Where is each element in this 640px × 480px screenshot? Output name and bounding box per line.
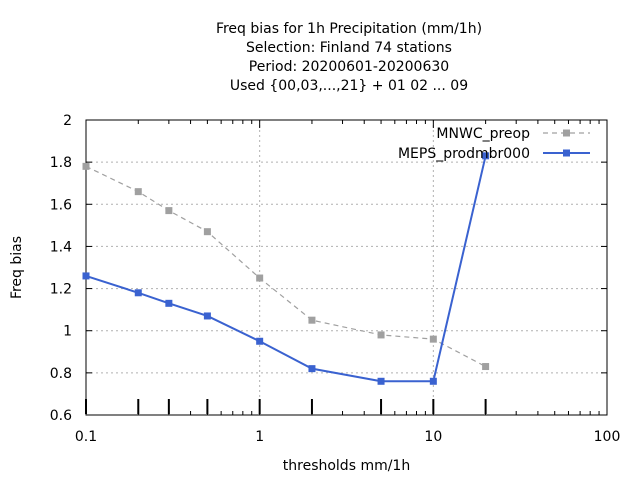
y-axis-ticks: 0.6 0.8 1 1.2 1.4 1.6 1.8 2	[50, 113, 607, 424]
y-tick-label: 2	[63, 113, 72, 129]
y-axis-label: Freq bias	[9, 236, 25, 299]
legend: MNWC_preop MEPS_prodmbr000	[398, 126, 590, 162]
y-tick-label: 0.6	[50, 408, 72, 424]
data-point-MNWC_preop	[82, 162, 90, 170]
legend-marker	[563, 129, 570, 137]
x-axis-ticks: 0.1 1 10 100	[75, 120, 621, 445]
title-line: Freq bias for 1h Precipitation (mm/1h)	[216, 21, 482, 37]
y-tick-label: 1.8	[50, 155, 72, 171]
series-line-MEPS_prodmbr000	[85, 155, 487, 383]
data-point-MEPS_prodmbr000	[308, 365, 316, 373]
data-point-MEPS_prodmbr000	[429, 377, 437, 385]
data-point-MNWC_preop	[429, 335, 437, 343]
x-tick-label: 100	[594, 429, 621, 445]
y-tick-label: 1	[63, 324, 72, 340]
title-line: Selection: Finland 74 stations	[246, 40, 452, 56]
series-line-MNWC_preop	[85, 165, 486, 368]
data-point-MNWC_preop	[377, 331, 385, 339]
data-point-MEPS_prodmbr000	[482, 152, 490, 160]
legend-marker	[563, 149, 570, 157]
data-point-MNWC_preop	[203, 228, 211, 236]
series	[82, 152, 490, 385]
data-point-MEPS_prodmbr000	[82, 272, 90, 280]
data-point-MEPS_prodmbr000	[165, 299, 173, 307]
data-point-MNWC_preop	[308, 316, 316, 324]
grid	[86, 120, 607, 415]
x-tick-label: 10	[424, 429, 442, 445]
data-point-MNWC_preop	[134, 188, 142, 196]
x-axis-label: thresholds mm/1h	[283, 458, 410, 474]
x-tick-label: 1	[255, 429, 264, 445]
legend-label: MNWC_preop	[436, 126, 530, 142]
data-point-MEPS_prodmbr000	[203, 312, 211, 320]
data-point-MEPS_prodmbr000	[256, 337, 264, 345]
x-tick-label: 0.1	[75, 429, 97, 445]
legend-label: MEPS_prodmbr000	[398, 146, 530, 162]
y-tick-label: 1.4	[50, 239, 72, 255]
title-line: Used {00,03,...,21} + 01 02 ... 09	[230, 78, 468, 94]
chart-title: Freq bias for 1h Precipitation (mm/1h) Se…	[216, 21, 482, 94]
y-tick-label: 1.2	[50, 282, 72, 298]
data-point-MEPS_prodmbr000	[377, 377, 385, 385]
title-line: Period: 20200601-20200630	[249, 59, 449, 75]
plot-frame	[85, 119, 608, 416]
y-tick-label: 1.6	[50, 197, 72, 213]
data-point-MNWC_preop	[482, 363, 490, 371]
data-point-MEPS_prodmbr000	[134, 289, 142, 297]
y-tick-label: 0.8	[50, 366, 72, 382]
data-point-MNWC_preop	[165, 207, 173, 215]
data-point-MNWC_preop	[256, 274, 264, 282]
